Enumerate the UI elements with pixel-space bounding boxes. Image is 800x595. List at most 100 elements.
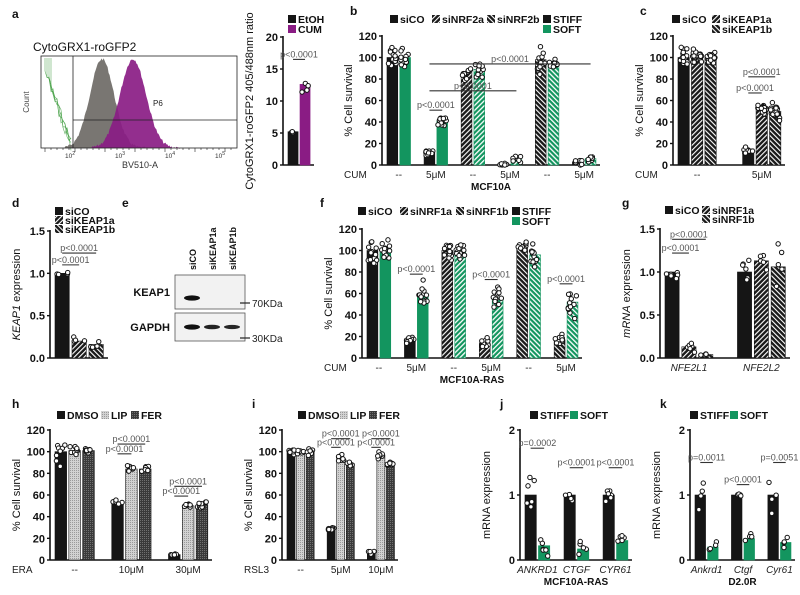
y-tick-label: 120 [359, 31, 377, 43]
data-point [776, 117, 783, 124]
y-tick-label: 0.5 [640, 310, 655, 322]
data-point [113, 497, 119, 503]
y-tick-label: 80 [365, 74, 377, 86]
legend-swatch [298, 411, 306, 419]
p-value-label: p<0.0001 [280, 49, 318, 59]
data-point [440, 115, 447, 122]
panel-label: c [640, 4, 647, 18]
bar-stiff [731, 494, 743, 561]
legend-swatch [101, 411, 109, 419]
p-value-label: p<0.0001 [397, 264, 435, 274]
y-tick-label: 20 [265, 533, 277, 545]
p-value-label: p<0.0001 [169, 476, 207, 486]
y-tick-label: 100 [359, 53, 377, 65]
legend-label: siKEAP1b [722, 24, 772, 36]
legend-label: siNRF1b [466, 206, 509, 218]
data-point [529, 499, 535, 505]
data-point [55, 271, 62, 278]
p-value-label: p<0.0001 [162, 486, 200, 496]
legend-label: SOFT [740, 410, 769, 422]
data-point [492, 298, 498, 305]
bar-fer [386, 464, 395, 561]
p-value-label: p<0.0001 [322, 429, 360, 439]
bar-sinrf1b-stiff [516, 245, 528, 359]
y-axis-label: % Cell survival [323, 257, 335, 329]
lane-label: siKEAP1b [228, 226, 238, 270]
blot-band [204, 324, 220, 330]
p-value-label: p<0.0001 [662, 243, 700, 253]
panel-label: g [622, 196, 629, 210]
blot-band [184, 324, 200, 330]
bar-lip [376, 454, 386, 561]
data-point [479, 74, 485, 80]
blot-band [184, 295, 200, 301]
data-point [540, 50, 546, 56]
data-point [775, 261, 782, 268]
legend-swatch [369, 411, 377, 419]
data-point [528, 504, 534, 510]
x-category-label: 5μM [556, 363, 576, 374]
legend-swatch [400, 207, 408, 215]
data-point [496, 290, 502, 296]
legend-swatch [55, 207, 63, 215]
legend-label: siKEAP1a [722, 14, 772, 26]
y-axis-label: mRNA expression [481, 451, 493, 539]
data-point [420, 277, 426, 283]
panel-a-histogram: a CytoGRX1-roGFP2 P6 Count BV510-A 102 103 104 1… [12, 7, 238, 170]
y-tick-label: 60 [345, 289, 357, 301]
legend-label: STIFF [700, 410, 730, 422]
bar-lip [296, 451, 305, 561]
legend-label: LIP [111, 410, 127, 422]
data-point [124, 462, 131, 469]
data-point [441, 252, 448, 258]
panel-label: h [12, 397, 19, 411]
y-tick-label: 0.0 [30, 353, 45, 365]
legend-label: EtOH [298, 14, 324, 26]
data-point [603, 498, 609, 505]
x-category-label: -- [525, 363, 532, 374]
data-point [467, 66, 474, 72]
gate-label: P6 [153, 99, 163, 108]
data-point [691, 349, 698, 355]
y-axis-label-text: mRNA expression [651, 451, 663, 539]
x-axis-label: BV510-A [122, 160, 158, 170]
y-tick-label: 0 [351, 353, 357, 365]
legend-swatch [730, 411, 738, 419]
bar-sico [54, 273, 70, 359]
blot-row-label: GAPDH [130, 322, 170, 334]
data-point [484, 334, 490, 341]
p-value-label: p<0.0001 [362, 429, 400, 439]
bar-stiff [524, 494, 537, 561]
data-point [559, 337, 565, 343]
data-point [458, 242, 464, 248]
data-point [673, 275, 680, 282]
y-tick-label: 40 [345, 310, 357, 322]
data-point [368, 250, 374, 256]
data-point [739, 262, 746, 268]
y-axis-label-text: % Cell survival [634, 64, 646, 136]
lane-label: siCO [188, 249, 198, 270]
x-category-label: CYR61 [599, 565, 631, 576]
legend-label: siCO [65, 206, 90, 218]
y-tick-label: 0 [271, 555, 277, 567]
data-point [619, 533, 625, 539]
data-point [379, 241, 385, 247]
data-point [746, 257, 752, 264]
y-axis-label: mRNA expression [651, 451, 663, 539]
p-value-label: p<0.0001 [454, 81, 492, 91]
chart-h: h 0 20 40 60 80 100 120 % Cell survival -- 10μM 30μ… [11, 397, 212, 576]
data-point [386, 243, 393, 249]
y-tick-label: 0 [662, 160, 668, 172]
legend-swatch [690, 411, 698, 419]
x-category-label: 5μM [481, 363, 501, 374]
p-value-label: p<0.0001 [106, 444, 144, 454]
data-point [698, 352, 704, 358]
data-point [73, 451, 79, 458]
p-value-label: p=0.0051 [761, 453, 799, 463]
data-point [755, 102, 761, 109]
data-point [758, 105, 765, 111]
legend-swatch [288, 15, 296, 23]
data-point [688, 340, 695, 347]
bar-sico [677, 57, 690, 166]
data-point [115, 501, 122, 507]
